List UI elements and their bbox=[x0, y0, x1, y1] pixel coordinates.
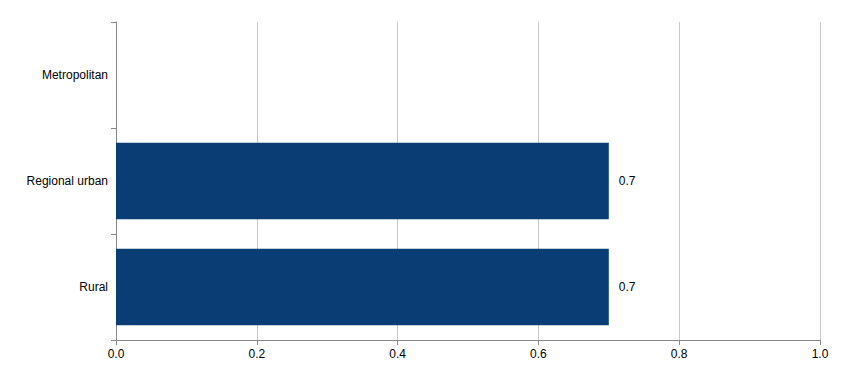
svg-text:0.4: 0.4 bbox=[389, 347, 406, 361]
svg-text:0.8: 0.8 bbox=[671, 347, 688, 361]
svg-text:Regional urban: Regional urban bbox=[27, 174, 108, 188]
svg-text:0.6: 0.6 bbox=[530, 347, 547, 361]
svg-text:0.0: 0.0 bbox=[108, 347, 125, 361]
svg-text:0.2: 0.2 bbox=[248, 347, 265, 361]
svg-text:0.7: 0.7 bbox=[619, 174, 636, 188]
svg-text:1.0: 1.0 bbox=[812, 347, 829, 361]
svg-text:Metropolitan: Metropolitan bbox=[42, 68, 108, 82]
svg-text:Rural: Rural bbox=[79, 280, 108, 294]
svg-text:0.7: 0.7 bbox=[619, 280, 636, 294]
